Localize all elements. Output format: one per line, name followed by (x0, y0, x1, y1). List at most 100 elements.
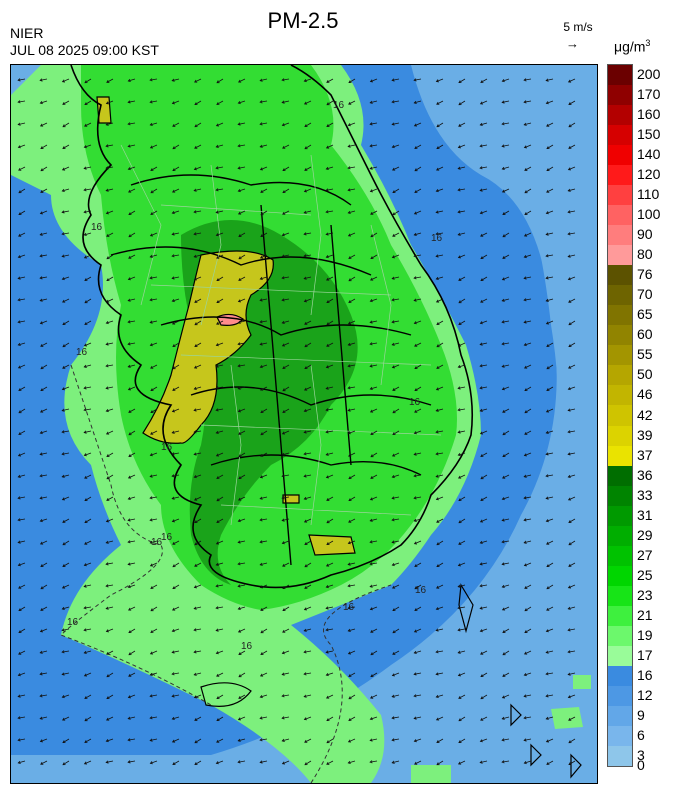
wind-arrow (546, 628, 554, 632)
wind-arrow (304, 386, 312, 391)
wind-arrow-head (127, 342, 131, 346)
wind-arrow-head (39, 650, 43, 654)
wind-arrow (414, 738, 422, 742)
wind-arrow-head (150, 190, 154, 194)
wind-arrow-head (370, 629, 374, 633)
wind-arrow-head (568, 146, 572, 149)
wind-arrow (62, 518, 70, 523)
wind-arrow (260, 254, 268, 259)
wind-arrow-head (568, 564, 572, 567)
wind-arrow-head (501, 540, 505, 544)
wind-arrow-head (546, 146, 550, 150)
wind-arrow-head (128, 189, 132, 193)
wind-arrow (546, 232, 554, 235)
wind-arrow-head (567, 430, 571, 434)
wind-arrow-head (105, 342, 109, 346)
wind-arrow-head (127, 144, 131, 148)
wind-arrow (194, 100, 202, 105)
wind-arrow (216, 364, 224, 367)
color-scale-swatch (608, 125, 632, 146)
wind-arrow (392, 122, 400, 125)
wind-arrow (150, 430, 158, 435)
wind-arrow (62, 672, 70, 675)
wind-arrow-head (326, 322, 330, 326)
wind-arrow-head (369, 738, 373, 742)
wind-arrow (568, 760, 576, 765)
wind-arrow-head (479, 629, 483, 633)
wind-arrow (326, 144, 334, 149)
wind-arrow-head (325, 277, 330, 281)
wind-arrow-head (128, 255, 132, 259)
wind-arrow-head (17, 365, 22, 369)
wind-arrow-head (150, 212, 154, 215)
wind-arrow-head (260, 190, 264, 193)
wind-arrow-head (325, 255, 329, 259)
wind-arrow-head (238, 652, 242, 655)
wind-arrow-head (282, 168, 286, 172)
wind-arrow (392, 364, 400, 368)
wind-arrow (194, 584, 202, 588)
wind-arrow-head (567, 606, 571, 610)
wind-arrow-head (545, 276, 549, 280)
wind-arrow-head (61, 277, 65, 281)
wind-arrow-head (545, 519, 549, 523)
wind-arrow (436, 628, 444, 631)
wind-arrow-head (40, 564, 44, 567)
wind-arrow-head (216, 278, 220, 282)
wind-arrow (84, 144, 92, 148)
wind-arrow (392, 320, 400, 323)
wind-arrow-head (303, 387, 308, 391)
pm25-map[interactable]: 16 16 16 16 16 16 16 16 16 16 16 16 (10, 64, 598, 784)
contour-label: 16 (151, 537, 163, 548)
wind-arrow-head (215, 541, 220, 545)
wind-arrow-head (172, 168, 176, 171)
wind-arrow-head (150, 630, 154, 633)
color-scale-swatch (608, 645, 632, 667)
wind-arrow (370, 188, 378, 192)
wind-arrow (18, 650, 26, 655)
wind-arrow (568, 78, 576, 83)
wind-arrow-head (414, 761, 418, 765)
wind-arrow (480, 188, 488, 191)
wind-arrow (436, 408, 444, 412)
wind-arrow (480, 474, 488, 480)
wind-arrow (150, 320, 158, 323)
wind-arrow (172, 716, 180, 720)
wind-arrow (326, 276, 334, 281)
wind-arrow (106, 298, 114, 303)
wind-arrow (546, 386, 554, 391)
wind-arrow-head (128, 454, 132, 457)
wind-arrow (458, 320, 466, 325)
wind-arrow (84, 518, 92, 523)
wind-arrow (326, 716, 334, 721)
wind-arrow-head (61, 254, 65, 258)
wind-arrow (348, 276, 356, 282)
wind-arrow (40, 188, 48, 193)
wind-arrow-head (325, 475, 330, 479)
wind-arrow-head (524, 431, 528, 435)
wind-arrow (348, 430, 356, 434)
wind-arrow-head (260, 234, 264, 237)
wind-arrow (282, 760, 290, 765)
wind-arrow (546, 188, 554, 193)
wind-arrow-head (567, 628, 571, 632)
wind-arrow (524, 276, 532, 279)
wind-arrow-head (259, 496, 263, 500)
color-scale-swatch (608, 145, 632, 166)
wind-arrow (326, 210, 334, 213)
wind-arrow (348, 738, 356, 743)
wind-arrow-head (216, 321, 220, 325)
wind-arrow (150, 584, 158, 589)
wind-arrow (150, 276, 158, 279)
wind-arrow (216, 144, 224, 148)
wind-arrow-head (369, 144, 373, 148)
wind-arrow-head (127, 496, 131, 501)
wind-arrow (282, 364, 290, 369)
color-scale-swatch (608, 205, 632, 226)
wind-arrow (392, 78, 400, 81)
wind-arrow (568, 452, 576, 455)
wind-arrow-head (457, 628, 461, 632)
wind-arrow-head (194, 563, 198, 567)
wind-arrow (524, 144, 532, 148)
wind-arrow (216, 672, 224, 677)
